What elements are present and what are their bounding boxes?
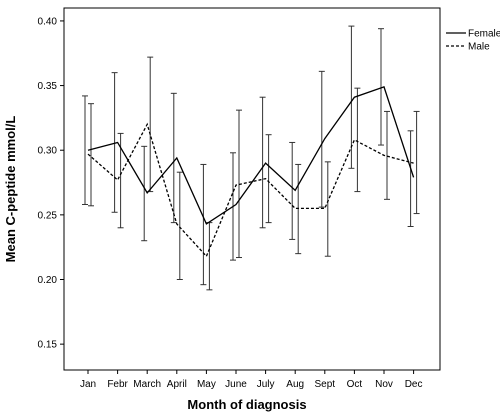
male-series-line (87, 122, 414, 258)
legend-label-female: Female (468, 29, 500, 40)
x-tick-label: Febr (107, 379, 128, 390)
x-tick-label: Jan (80, 379, 96, 390)
x-tick-label: June (225, 379, 247, 390)
y-tick-label: 0.40 (38, 16, 58, 27)
x-axis-title: Month of diagnosis (187, 397, 306, 412)
plot-area-frame (63, 7, 441, 371)
female-series-line (87, 86, 415, 225)
x-tick-label: Aug (286, 379, 304, 390)
x-tick-label: Dec (405, 379, 423, 390)
legend-label-male: Male (468, 42, 490, 53)
x-tick-label: May (197, 379, 216, 390)
x-tick-label: Sept (315, 379, 336, 390)
x-tick-label: Nov (375, 379, 393, 390)
y-tick-label: 0.20 (38, 275, 58, 286)
x-tick-label: April (167, 379, 187, 390)
x-tick-label: March (133, 379, 161, 390)
y-tick-label: 0.25 (38, 210, 58, 221)
y-axis-title: Mean C-peptide mmol/L (3, 116, 18, 263)
x-tick-label: Oct (347, 379, 363, 390)
y-tick-label: 0.35 (38, 81, 58, 92)
x-tick-label: July (257, 379, 275, 390)
y-tick-label: 0.15 (38, 340, 58, 351)
y-tick-label: 0.30 (38, 146, 58, 157)
